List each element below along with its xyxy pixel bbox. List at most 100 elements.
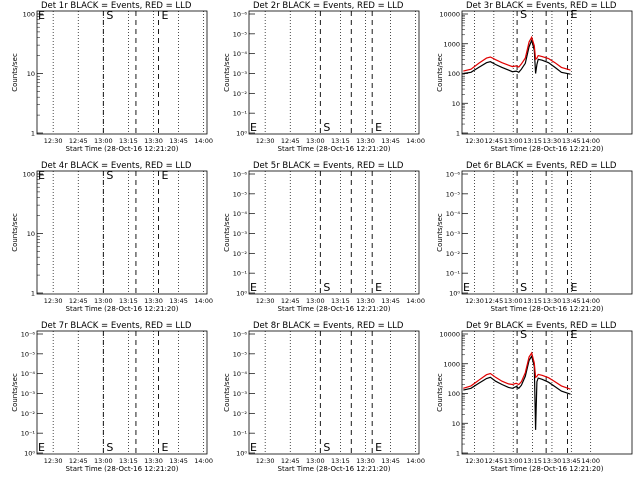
marker-label: E: [375, 121, 382, 134]
x-tick-label: 13:00: [504, 457, 523, 465]
y-tick-label: 10⁻⁵: [233, 350, 248, 358]
plot-frame: [248, 170, 420, 295]
x-tick-label: 14:00: [194, 297, 213, 305]
y-tick-label: 10⁻⁵: [233, 30, 248, 38]
x-tick-label: 13:15: [331, 297, 350, 305]
marker-label: E: [162, 441, 169, 454]
x-tick-label: 13:15: [119, 297, 138, 305]
y-tick-label: 10⁻¹: [21, 430, 36, 438]
x-tick-label: 12:30: [44, 457, 63, 465]
y-tick-label: 10⁻⁶: [446, 171, 461, 179]
x-tick-label: 13:45: [169, 297, 188, 305]
plot-frame: [36, 330, 208, 455]
x-tick-label: 13:15: [119, 457, 138, 465]
y-tick-label: 10⁰: [449, 290, 460, 298]
plot-frame: [248, 330, 420, 455]
x-tick-label: 12:30: [256, 297, 275, 305]
y-tick-label: 10⁻³: [233, 70, 248, 78]
x-tick-label: 12:45: [484, 457, 503, 465]
x-axis-label: Start Time (28-Oct-16 12:21:20): [278, 305, 391, 313]
x-tick-label: 14:00: [581, 297, 600, 305]
y-tick-label: 10⁰: [236, 130, 247, 138]
marker-label: E: [38, 441, 45, 454]
chart-panel-8: Det 8r BLACK = Events, RED = LLD 10⁰ 10⁻¹ 1…: [223, 321, 425, 473]
x-tick-label: 14:00: [194, 457, 213, 465]
y-tick-label: 10⁻⁶: [21, 331, 36, 339]
x-axis-label: Start Time (28-Oct-16 12:21:20): [491, 305, 604, 313]
x-tick-label: 13:30: [356, 297, 375, 305]
marker-label: S: [323, 281, 330, 294]
y-tick-label: 10⁻⁴: [21, 370, 36, 378]
x-tick-label: 13:30: [543, 137, 562, 145]
marker-label: E: [463, 281, 470, 294]
x-tick-label: 14:00: [406, 457, 425, 465]
x-axis-label: Start Time (28-Oct-16 12:21:20): [491, 465, 604, 473]
marker-label: S: [106, 441, 113, 454]
x-axis-label: Start Time (28-Oct-16 12:21:20): [278, 465, 391, 473]
y-tick-label: 10: [452, 100, 460, 108]
y-tick-label: 10⁻⁴: [233, 370, 248, 378]
y-tick-label: 10⁻⁶: [233, 171, 248, 179]
x-tick-label: 12:45: [484, 297, 503, 305]
x-tick-label: 13:00: [306, 137, 325, 145]
y-tick-label: 10⁻³: [233, 390, 248, 398]
marker-label: E: [570, 8, 577, 21]
marker-label: E: [38, 9, 45, 22]
y-tick-label: 100: [448, 70, 460, 78]
x-tick-label: 13:45: [562, 297, 581, 305]
y-axis-label: Counts/sec: [436, 53, 444, 92]
y-tick-label: 10⁰: [236, 290, 247, 298]
chart-panel-9: Det 9r BLACK = Events, RED = LLD 1 10 100 10…: [436, 321, 633, 473]
x-tick-label: 14:00: [581, 457, 600, 465]
y-tick-label: 1: [31, 290, 35, 298]
x-tick-label: 13:45: [381, 297, 400, 305]
marker-label: E: [250, 281, 257, 294]
y-axis-label: Counts/sec: [223, 53, 231, 92]
x-tick-label: 13:45: [562, 457, 581, 465]
series-line-events: [463, 354, 571, 430]
y-tick-label: 10⁻¹: [233, 270, 248, 278]
chart-panel-6: Det 6r BLACK = Events, RED = LLD 10⁰ 10⁻¹ 1…: [436, 161, 633, 313]
y-axis-label: Counts/sec: [223, 373, 231, 412]
y-tick-label: 1: [31, 130, 35, 138]
x-tick-label: 13:15: [119, 137, 138, 145]
y-tick-label: 10000: [439, 11, 460, 19]
y-tick-label: 10⁻⁶: [233, 331, 248, 339]
x-tick-label: 12:30: [44, 137, 63, 145]
x-tick-label: 13:00: [94, 137, 113, 145]
y-tick-label: 10⁻⁶: [233, 11, 248, 19]
marker-label: S: [520, 328, 527, 341]
y-tick-label: 100: [23, 171, 35, 179]
marker-label: E: [250, 121, 257, 134]
x-tick-label: 13:45: [381, 137, 400, 145]
chart-panel-2: Det 2r BLACK = Events, RED = LLD 10⁰ 10⁻¹ 1…: [223, 1, 425, 153]
x-tick-label: 12:30: [465, 297, 484, 305]
y-tick-label: 10⁻²: [233, 90, 248, 98]
x-tick-label: 12:30: [465, 137, 484, 145]
marker-label: E: [162, 9, 169, 22]
x-axis-label: Start Time (28-Oct-16 12:21:20): [66, 145, 179, 153]
marker-label: S: [520, 8, 527, 21]
y-tick-label: 100: [448, 390, 460, 398]
chart-title: Det 9r BLACK = Events, RED = LLD: [466, 321, 617, 331]
x-tick-label: 13:15: [331, 457, 350, 465]
x-tick-label: 13:00: [504, 137, 523, 145]
y-tick-label: 10⁻²: [446, 250, 461, 258]
y-tick-label: 10⁻¹: [233, 110, 248, 118]
x-tick-label: 13:15: [523, 457, 542, 465]
y-tick-label: 10⁻⁵: [446, 190, 461, 198]
marker-label: E: [570, 281, 577, 294]
marker-label: S: [323, 441, 330, 454]
marker-label: E: [162, 169, 169, 182]
x-tick-label: 14:00: [581, 137, 600, 145]
x-tick-label: 13:45: [562, 137, 581, 145]
y-tick-label: 10⁻³: [233, 230, 248, 238]
y-tick-label: 10⁻⁴: [446, 210, 461, 218]
marker-label: E: [38, 169, 45, 182]
y-tick-label: 10: [27, 70, 35, 78]
series-line-events: [463, 38, 571, 75]
x-tick-label: 13:30: [144, 137, 163, 145]
x-axis-label: Start Time (28-Oct-16 12:21:20): [278, 145, 391, 153]
plot-frame: [248, 10, 420, 135]
y-axis-label: Counts/sec: [11, 373, 19, 412]
